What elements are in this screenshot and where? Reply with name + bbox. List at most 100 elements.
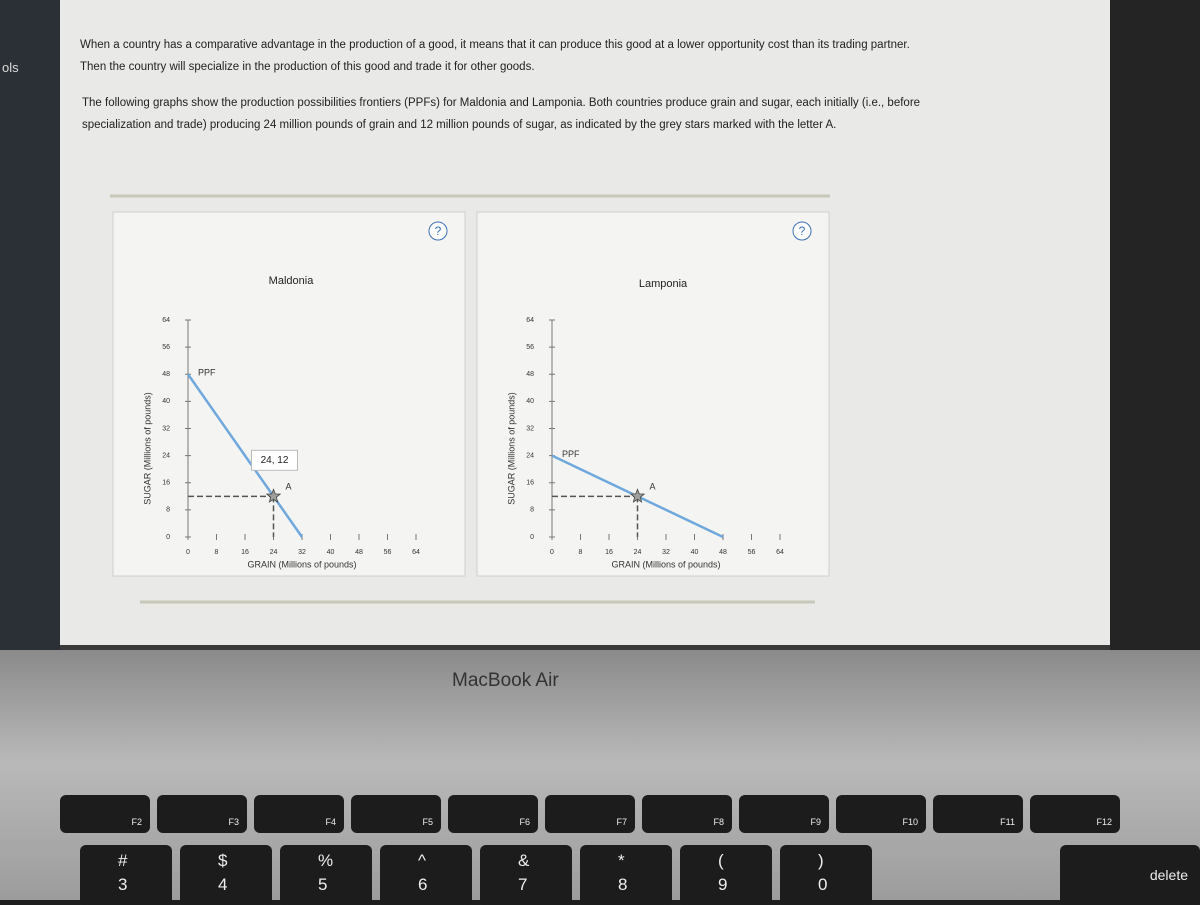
ppf-line: [186, 373, 304, 538]
dock: [1110, 0, 1200, 650]
key[interactable]: F8: [642, 795, 732, 833]
key-label: ^: [418, 851, 426, 870]
key-label: F10: [902, 817, 918, 827]
help-button[interactable]: [428, 221, 448, 241]
key-label: 6: [418, 875, 428, 894]
key[interactable]: F11: [933, 795, 1023, 833]
y-axis-label: SUGAR (Millions of pounds): [142, 392, 152, 505]
key-label: (: [718, 851, 724, 870]
sidebar: ols: [0, 0, 60, 650]
x-tick-label: 16: [605, 549, 613, 556]
x-tick-label: 40: [691, 549, 699, 556]
key[interactable]: F10: [836, 795, 926, 833]
key[interactable]: F3: [157, 795, 247, 833]
x-tick-label: 16: [241, 549, 249, 556]
y-tick-label: 64: [526, 317, 534, 324]
y-tick-label: 0: [530, 534, 534, 541]
key[interactable]: F7: [545, 795, 635, 833]
key-label: F9: [810, 817, 821, 827]
key-label: $: [218, 851, 228, 870]
y-tick-label: 40: [526, 398, 534, 405]
key[interactable]: ) 0: [780, 845, 872, 905]
y-tick-label: 8: [530, 507, 534, 514]
key-label: F4: [325, 817, 336, 827]
paragraph: When a country has a comparative advanta…: [80, 39, 910, 73]
chart-panel: [112, 211, 466, 577]
key-label: F2: [131, 817, 142, 827]
x-tick-label: 56: [384, 549, 392, 556]
y-tick-label: 16: [526, 480, 534, 487]
chart-title: Maldonia: [269, 275, 315, 287]
annotation-box: [251, 449, 298, 471]
key[interactable]: $4: [180, 845, 272, 905]
x-axis-label: GRAIN (Millions of pounds): [611, 559, 720, 569]
key[interactable]: F5: [351, 795, 441, 833]
x-tick-label: 24: [634, 549, 642, 556]
y-tick-label: 24: [526, 452, 534, 459]
x-tick-label: 48: [719, 549, 727, 556]
key[interactable]: * 8: [580, 845, 672, 905]
key[interactable]: F2: [60, 795, 150, 833]
key[interactable]: #3: [80, 845, 172, 905]
key-label: #: [118, 851, 128, 870]
key[interactable]: % 5: [280, 845, 372, 905]
key[interactable]: F9: [739, 795, 829, 833]
x-tick-label: 40: [327, 549, 335, 556]
x-tick-label: 64: [412, 549, 420, 556]
keyboard: MacBook Air F2 F3 F4 F5 F6 F7 F8 F9 F10 F11 F12 #3 $…: [0, 650, 1200, 905]
key-label: 4: [218, 875, 228, 894]
key-label: F12: [1096, 817, 1112, 827]
point-star: [629, 488, 646, 503]
key-label: F6: [519, 817, 530, 827]
key[interactable]: F4: [254, 795, 344, 833]
key-label: 8: [618, 875, 628, 894]
key[interactable]: delete: [1060, 845, 1200, 905]
sidebar-label: ols: [2, 60, 19, 75]
key-label: *: [618, 851, 625, 870]
x-tick-label: 56: [748, 549, 756, 556]
help-button[interactable]: [792, 221, 812, 241]
key[interactable]: (9: [680, 845, 772, 905]
key-label: F11: [1000, 817, 1015, 827]
x-tick-label: 64: [776, 549, 784, 556]
key-label: 3: [118, 875, 128, 894]
x-tick-label: 0: [186, 549, 190, 556]
key[interactable]: ^ 6: [380, 845, 472, 905]
chart-panel: [476, 211, 830, 577]
y-tick-label: 24: [162, 452, 170, 459]
key-label: F8: [713, 817, 724, 827]
x-tick-label: 48: [355, 549, 363, 556]
key-label: 7: [518, 875, 528, 894]
series-label: PPF: [198, 368, 216, 378]
y-tick-label: 48: [526, 371, 534, 378]
y-tick-label: 32: [526, 425, 534, 432]
y-tick-label: 0: [166, 534, 170, 541]
point-star: [265, 488, 282, 503]
key-label: F7: [616, 817, 627, 827]
paragraph: The following graphs show the production…: [82, 97, 921, 131]
key-label: F5: [422, 817, 433, 827]
key[interactable]: F6: [448, 795, 538, 833]
y-axis-label: SUGAR (Millions of pounds): [506, 392, 516, 505]
key[interactable]: F12: [1030, 795, 1120, 833]
key[interactable]: & 7: [480, 845, 572, 905]
x-tick-label: 0: [550, 549, 554, 556]
annotation: 24, 12: [261, 455, 289, 466]
series-label: PPF: [562, 449, 580, 459]
x-tick-label: 8: [579, 549, 583, 556]
key-label: ): [818, 851, 824, 870]
chart-title: Lamponia: [639, 278, 688, 290]
help-icon: ?: [799, 224, 806, 238]
key-label: delete: [1149, 867, 1188, 883]
point-label: A: [286, 482, 292, 492]
x-axis-label: GRAIN (Millions of pounds): [247, 559, 356, 569]
key-label: 9: [718, 875, 728, 894]
y-tick-label: 8: [166, 507, 170, 514]
y-tick-label: 40: [162, 398, 170, 405]
key-label: 5: [318, 875, 328, 894]
charts: Maldonia? 0 8 16 24 32 40 48 56 64 0 8 16 24 32 40 48 56 6…: [110, 194, 830, 604]
x-tick-label: 32: [662, 549, 670, 556]
x-tick-label: 8: [215, 549, 219, 556]
y-tick-label: 56: [526, 344, 534, 351]
key-label: &: [518, 851, 530, 870]
